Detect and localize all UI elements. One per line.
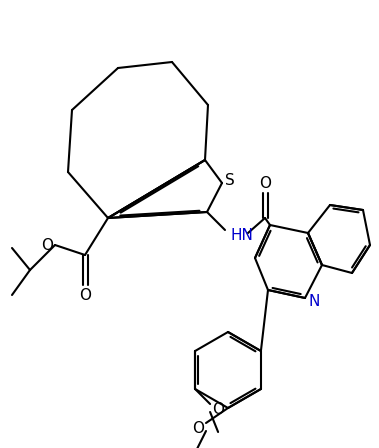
Text: O: O <box>192 421 204 435</box>
Text: HN: HN <box>230 228 253 242</box>
Text: O: O <box>212 401 224 417</box>
Text: O: O <box>41 237 53 253</box>
Text: O: O <box>79 288 91 302</box>
Text: S: S <box>225 172 235 188</box>
Text: O: O <box>259 176 271 190</box>
Text: N: N <box>309 293 320 309</box>
